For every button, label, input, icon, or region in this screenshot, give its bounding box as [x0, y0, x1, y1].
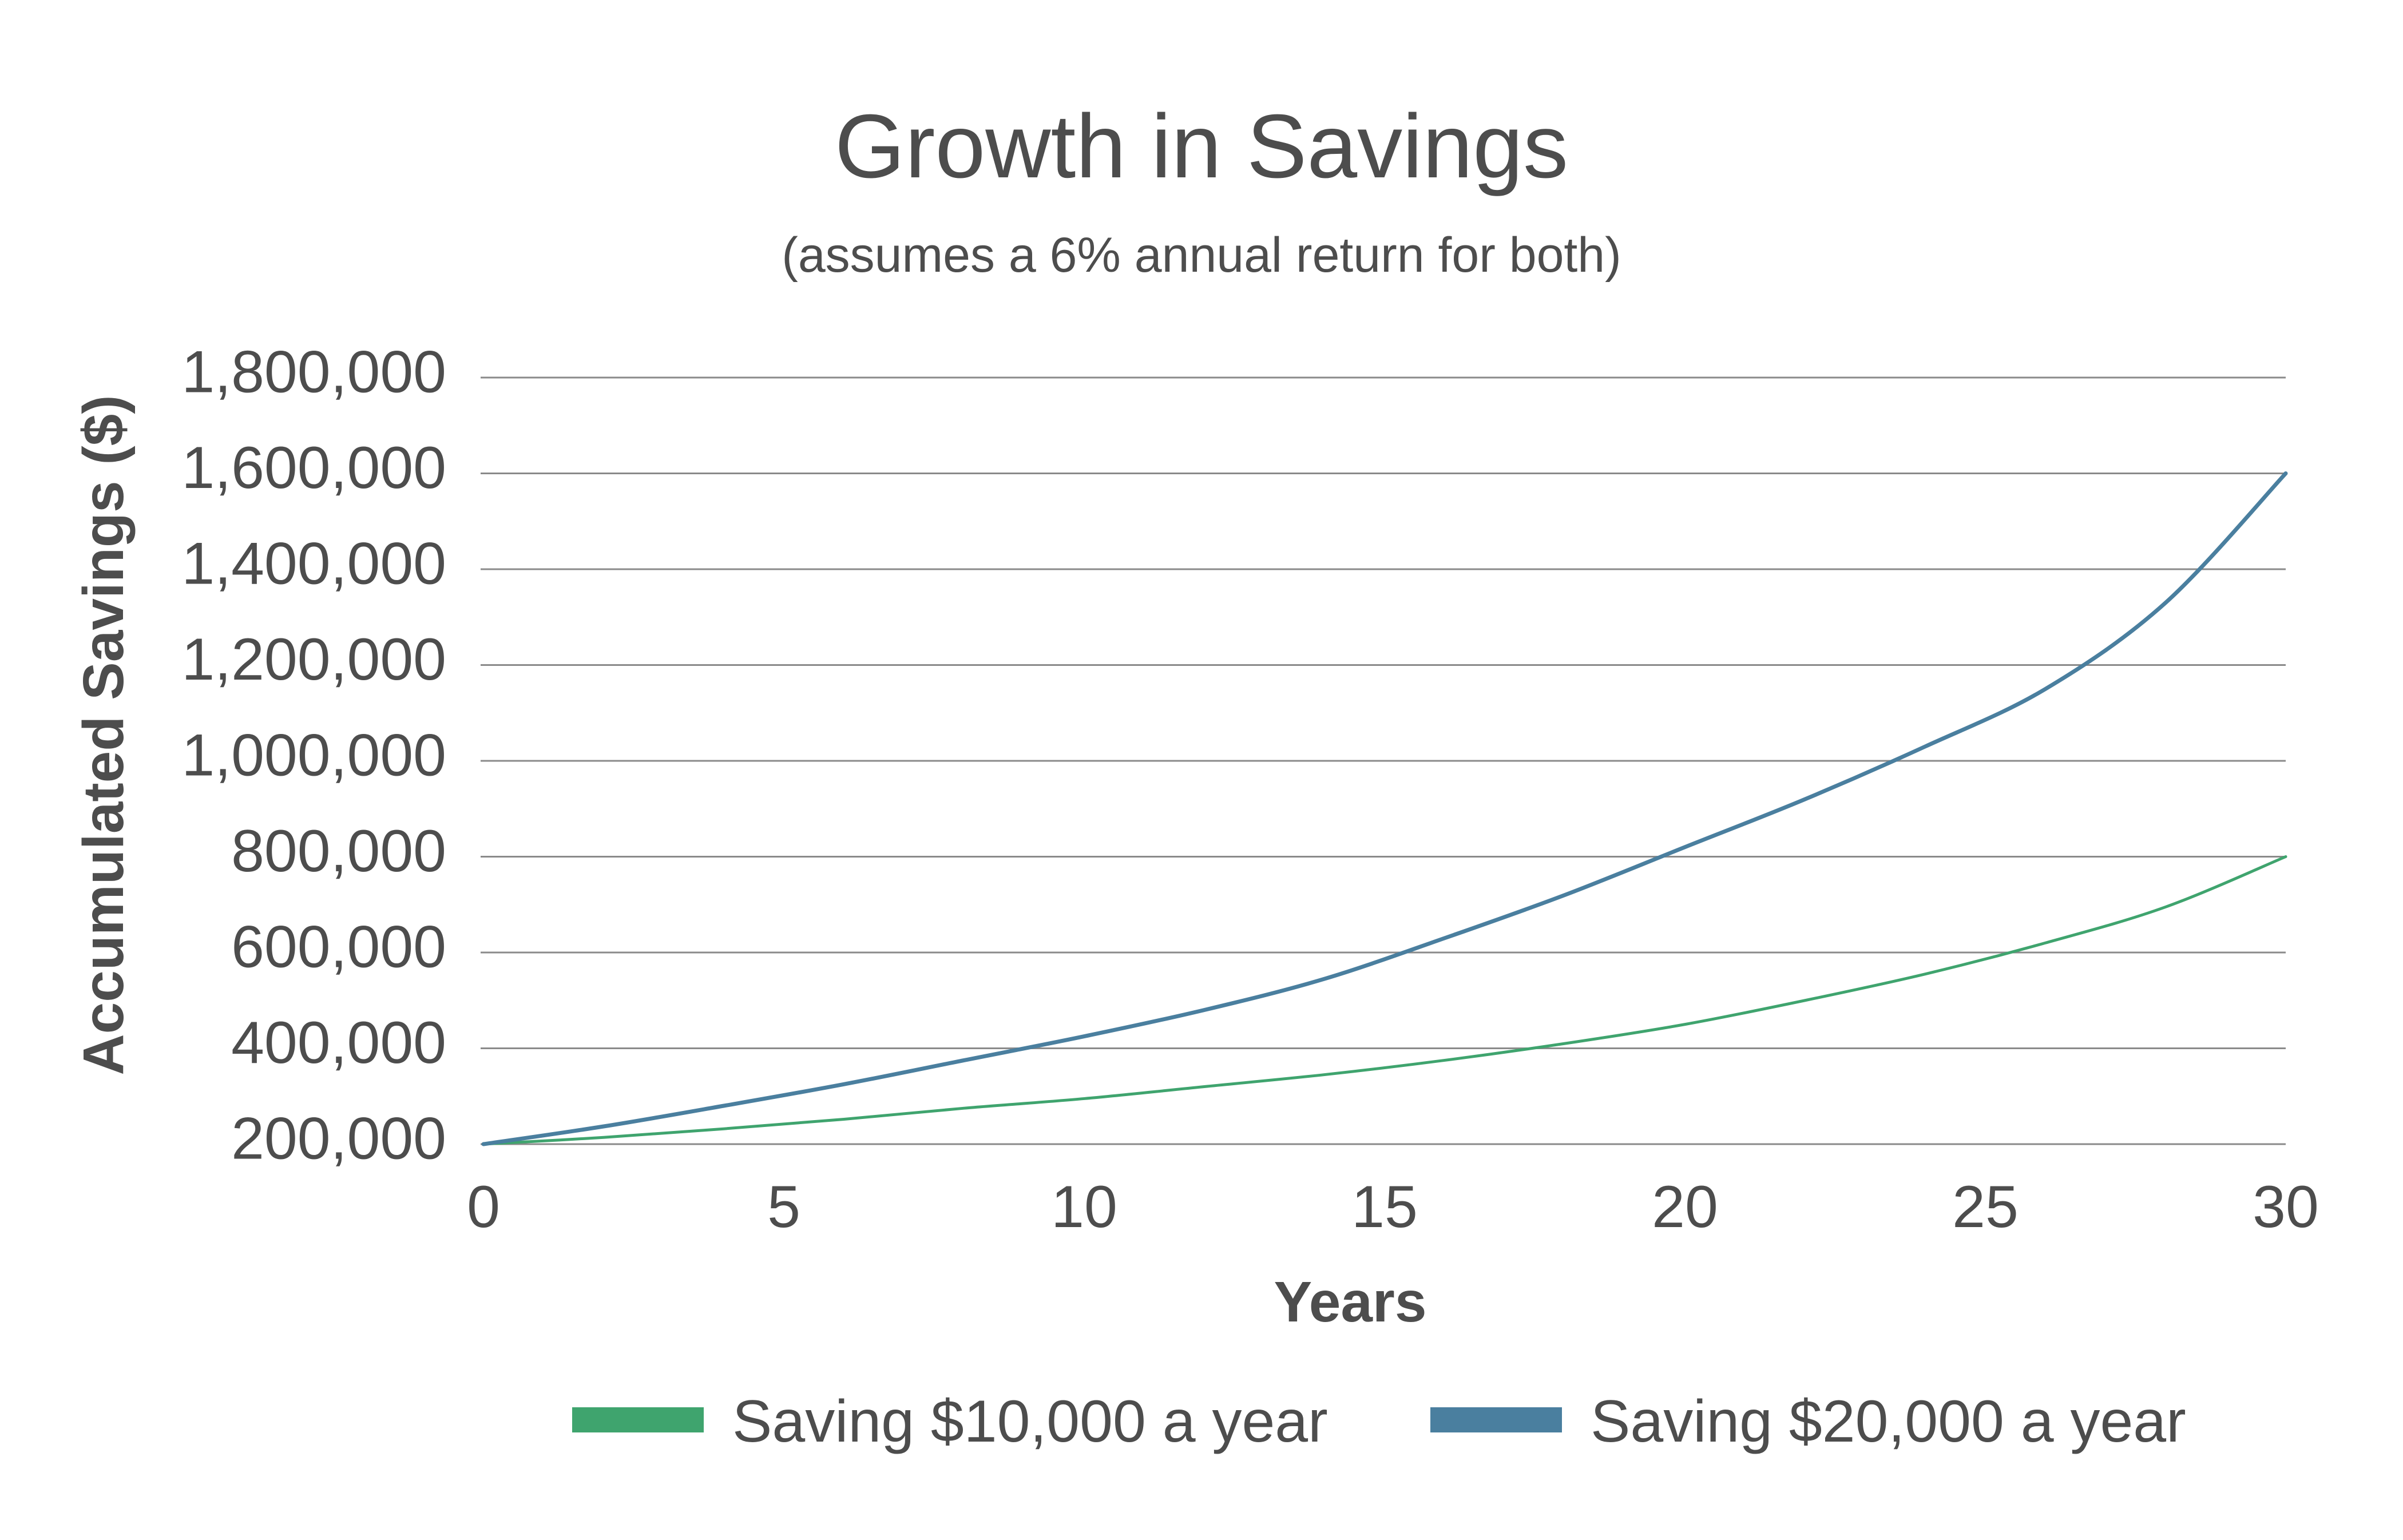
x-tick-label: 15: [1351, 1174, 1418, 1240]
y-axis-ticks: 200,000 400,000 600,000 800,000 1,000,000 1,2…: [181, 339, 446, 1172]
y-tick-label: 400,000: [231, 1010, 446, 1076]
x-tick-label: 20: [1652, 1174, 1718, 1240]
x-tick-label: 30: [2253, 1174, 2319, 1240]
y-tick-label: 1,800,000: [181, 339, 446, 405]
x-axis-ticks: 0 5 10 15 20 25 30: [467, 1174, 2319, 1240]
series-line-1: [482, 855, 2287, 1146]
series-line-2: [481, 471, 2288, 1146]
y-tick-label: 600,000: [231, 914, 446, 980]
x-tick-label: 0: [467, 1174, 500, 1240]
y-tick-label: 1,200,000: [181, 626, 446, 693]
y-tick-label: 200,000: [231, 1105, 446, 1172]
y-tick-label: 800,000: [231, 818, 446, 884]
legend-swatch-1: [572, 1407, 704, 1432]
legend-label-2: Saving $20,000 a year: [1591, 1388, 2186, 1455]
x-tick-label: 5: [767, 1174, 800, 1240]
x-axis-label: Years: [1274, 1270, 1427, 1334]
legend-swatch-2: [1430, 1407, 1562, 1432]
series-lines: [481, 471, 2288, 1146]
legend-label-1: Saving $10,000 a year: [732, 1388, 1328, 1455]
y-tick-label: 1,400,000: [181, 530, 446, 597]
x-tick-label: 25: [1952, 1174, 2019, 1240]
chart-title: Growth in Savings: [835, 96, 1568, 197]
y-tick-label: 1,000,000: [181, 722, 446, 788]
y-tick-label: 1,600,000: [181, 435, 446, 501]
x-tick-label: 10: [1051, 1174, 1117, 1240]
gridlines: [481, 376, 2286, 1145]
chart-subtitle: (assumes a 6% annual return for both): [782, 228, 1621, 283]
legend: Saving $10,000 a year Saving $20,000 a ye…: [572, 1388, 2186, 1455]
y-axis-label: Accumulated Savings ($): [72, 395, 136, 1075]
